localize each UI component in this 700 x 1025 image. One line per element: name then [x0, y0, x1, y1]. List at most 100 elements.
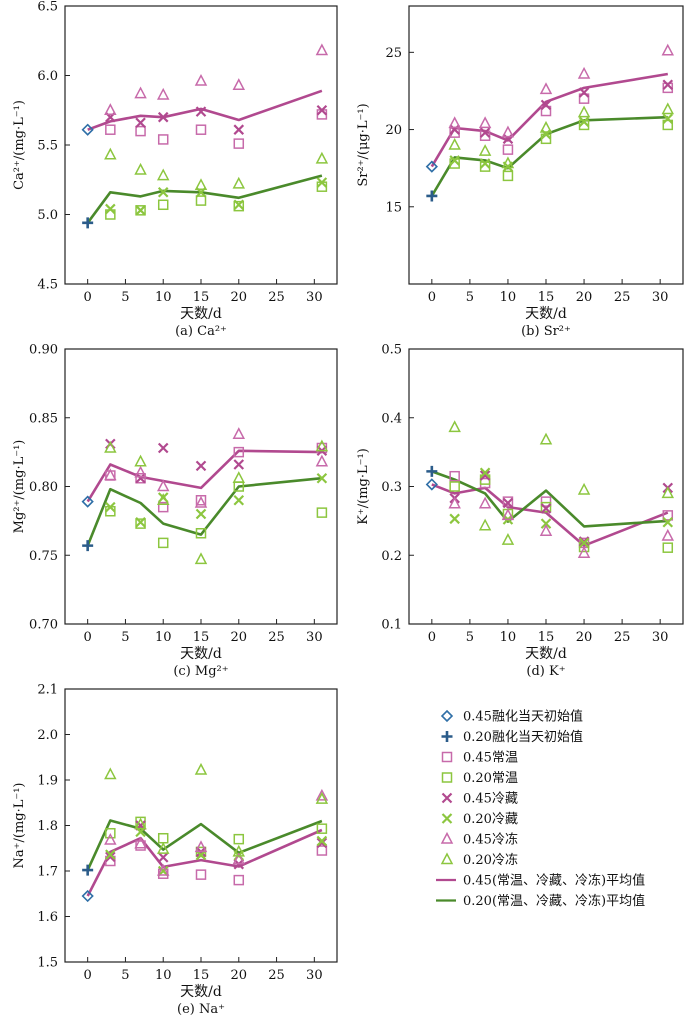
legend-item-3: 0.20常温 — [441, 771, 518, 786]
marker-e-7-0 — [104, 767, 117, 780]
marker-b-3-2 — [502, 170, 514, 182]
marker-a-5-0 — [105, 203, 116, 215]
marker-b-6-1 — [478, 116, 492, 129]
marker-e-4-5 — [316, 837, 328, 849]
marker-a-6-0 — [104, 103, 117, 115]
ytick-label-d-2: 0.3 — [381, 480, 402, 495]
ytick-label-c-3: 0.85 — [29, 411, 58, 426]
xtick-label-d-2: 10 — [500, 630, 517, 645]
marker-c-7-0 — [104, 440, 117, 453]
marker-b-4-1 — [479, 127, 491, 138]
marker-d-5-1 — [479, 467, 491, 479]
marker-c-4-2 — [157, 442, 169, 454]
legend-label-0: 0.45融化当天初始值 — [463, 709, 583, 725]
marker-c-6-1 — [134, 465, 147, 478]
xtick-label-a-5: 25 — [268, 290, 285, 305]
marker-a-7-5 — [315, 151, 329, 164]
ytick-label-d-0: 0.1 — [381, 618, 402, 633]
ytick-label-b-0: 15 — [385, 200, 402, 215]
series-line-a-0 — [87, 89, 323, 131]
marker-d-0-0 — [425, 478, 438, 491]
marker-d-6-2 — [501, 508, 515, 521]
marker-e-7-2 — [156, 842, 170, 854]
marker-d-1-0 — [426, 465, 438, 477]
marker-a-4-1 — [135, 117, 146, 129]
marker-a-6-1 — [134, 86, 147, 99]
marker-c-7-5 — [315, 439, 329, 452]
marker-d-6-5 — [661, 528, 675, 541]
legend: 0.45融化当天初始值 0.20融化当天初始值 0.45常温 0.20常温 0.45冷藏… — [436, 709, 645, 909]
marker-e-7-3 — [194, 762, 208, 775]
marker-a-0-0 — [81, 123, 94, 136]
legend-label-3: 0.20常温 — [463, 771, 518, 786]
marker-b-5-0 — [449, 155, 460, 166]
marker-d-2-0 — [449, 470, 460, 482]
caption-e: (e) Na⁺ — [177, 1002, 225, 1017]
legend-label-4: 0.45冷藏 — [463, 792, 518, 807]
marker-d-5-5 — [662, 516, 674, 528]
marker-c-5-0 — [105, 501, 116, 513]
marker-legend-0-0 — [440, 709, 454, 723]
marker-d-6-0 — [448, 496, 461, 509]
ytick-label-e-5: 2.0 — [37, 728, 58, 743]
marker-d-4-1 — [479, 470, 491, 481]
marker-d-7-5 — [661, 486, 675, 499]
legend-item-2: 0.45常温 — [441, 751, 518, 766]
ytick-label-a-4: 6.5 — [37, 0, 58, 15]
marker-a-3-4 — [233, 200, 245, 212]
marker-a-6-3 — [194, 73, 208, 86]
marker-d-7-3 — [539, 432, 553, 445]
ytick-label-a-3: 6.0 — [37, 69, 58, 84]
xtick-label-d-4: 20 — [576, 630, 593, 645]
marker-e-7-1 — [134, 817, 147, 830]
marker-b-7-0 — [448, 137, 461, 150]
legend-item-0: 0.45融化当天初始值 — [440, 709, 583, 725]
ytick-label-b-2: 25 — [385, 46, 402, 61]
series-line-d-0 — [431, 483, 669, 547]
marker-d-7-1 — [478, 518, 492, 531]
xtick-label-e-2: 10 — [155, 968, 172, 983]
marker-c-2-5 — [316, 442, 328, 454]
marker-d-2-5 — [662, 510, 674, 521]
ytick-label-e-1: 1.6 — [37, 910, 58, 925]
ylabel-a: Ca²⁺/(mg·L⁻¹) — [12, 100, 27, 190]
xtick-label-b-2: 10 — [500, 290, 517, 305]
ytick-label-a-0: 4.5 — [37, 278, 58, 293]
marker-e-5-5 — [316, 835, 328, 847]
marker-e-5-0 — [105, 849, 116, 860]
xtick-label-a-2: 10 — [155, 290, 172, 305]
marker-legend-7-0 — [440, 852, 454, 865]
marker-c-6-4 — [232, 427, 246, 439]
marker-a-3-3 — [195, 195, 207, 206]
xtick-label-a-1: 5 — [121, 290, 129, 305]
xtick-label-d-0: 0 — [428, 630, 436, 645]
xtick-label-d-3: 15 — [538, 630, 555, 645]
ytick-label-c-2: 0.80 — [29, 480, 58, 495]
marker-b-4-5 — [662, 79, 674, 91]
marker-legend-2-0 — [441, 751, 453, 763]
series-line-b-0 — [430, 72, 669, 168]
marker-legend-3-0 — [441, 772, 453, 783]
xtick-label-a-3: 15 — [193, 290, 210, 305]
marker-a-6-4 — [232, 78, 246, 90]
panel-d: 0 5 10 15 20 25 30 0.1 0.2 0.3 0.4 0.5 天数/d (d) K⁺ K⁺/… — [356, 343, 684, 679]
marker-a-7-3 — [194, 178, 208, 191]
marker-b-6-0 — [448, 116, 461, 129]
xtick-label-b-0: 0 — [428, 290, 436, 305]
marker-b-4-4 — [578, 87, 590, 98]
marker-e-0-0 — [81, 889, 94, 903]
panel-c: 0 5 10 15 20 25 30 0.70 0.75 0.80 0.85 0.90 天数/d (c) … — [12, 343, 338, 679]
marker-c-7-3 — [194, 552, 208, 565]
legend-label-5: 0.20冷藏 — [463, 812, 518, 827]
marker-c-1-0 — [82, 540, 94, 552]
xtick-label-e-0: 0 — [84, 968, 92, 983]
marker-e-7-4 — [232, 844, 246, 857]
marker-d-7-4 — [577, 482, 591, 495]
marker-b-4-2 — [502, 133, 514, 145]
marker-c-4-4 — [233, 459, 245, 470]
ytick-label-e-6: 2.1 — [37, 683, 58, 698]
xtick-label-d-6: 30 — [652, 630, 669, 645]
marker-d-3-3 — [540, 501, 552, 513]
marker-e-3-2 — [157, 832, 169, 844]
